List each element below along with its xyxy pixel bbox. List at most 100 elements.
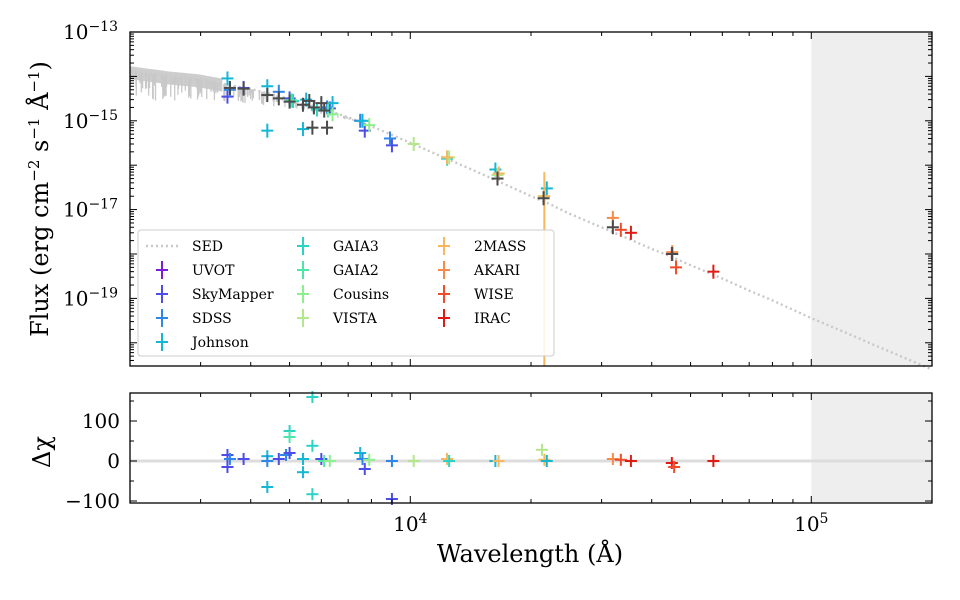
legend-label: GAIA2 (333, 263, 379, 279)
point-model (315, 96, 328, 111)
legend-label: Cousins (333, 287, 389, 303)
residual-point (283, 431, 296, 443)
tick-base: 10 (393, 512, 418, 536)
sed-uv-band (130, 66, 223, 92)
point-wise (614, 222, 627, 237)
legend-label: Johnson (190, 335, 249, 351)
residual-point (614, 453, 627, 466)
residual-point (306, 439, 319, 452)
residual-point (443, 455, 456, 467)
point-cousins (326, 107, 339, 122)
point-model (237, 81, 250, 96)
residual-point (306, 488, 319, 501)
residual-point (385, 455, 398, 467)
bottom-x-ticks: 104 105 (129, 393, 933, 536)
y-tick-label: 0 (107, 449, 120, 473)
legend-label: VISTA (332, 311, 378, 327)
legend-label: GAIA3 (333, 239, 379, 255)
legend-item-sdss: SDSS (156, 309, 232, 327)
point-model (272, 91, 285, 106)
point-cousins (363, 118, 376, 133)
residual-point (363, 453, 376, 466)
y-tick-label: −100 (65, 489, 120, 513)
residual-point (624, 455, 637, 467)
point-model (491, 171, 504, 186)
point-skymapper (221, 89, 234, 104)
tick-exponent: −17 (88, 197, 118, 213)
point-model (606, 220, 619, 235)
bottom-y-ticks: 100 0 −100 (65, 400, 932, 513)
residual-point (354, 447, 367, 459)
tick-exponent: −13 (88, 19, 118, 35)
legend-item-sed: SED (146, 239, 223, 255)
point-model (296, 97, 309, 112)
legend-box (137, 229, 555, 357)
bottom-shaded-region (811, 393, 932, 503)
legend-label: IRAC (474, 311, 511, 327)
legend-label: SED (192, 239, 223, 255)
tick-base: 10 (794, 512, 819, 536)
top-legend: SED UVOT SkyMapper SDSS Johnson GAIA3 GAIA2 Cou… (137, 229, 555, 357)
tick-base: 10 (63, 109, 88, 133)
legend-label: 2MASS (474, 239, 526, 255)
residual-point (315, 453, 328, 465)
tick-exponent: −19 (88, 285, 118, 301)
x-tick-label: 105 (794, 511, 828, 536)
residual-point (407, 455, 420, 467)
point-irac (707, 264, 720, 279)
legend-label: SkyMapper (192, 287, 274, 303)
residual-point (261, 481, 274, 493)
x-tick-label: 104 (393, 511, 427, 536)
y-tick-label: 10−17 (63, 197, 118, 222)
point-vista (407, 137, 420, 152)
point-sdss (383, 131, 396, 146)
point-johnson (221, 71, 234, 86)
legend-item-2mass: 2MASS (438, 237, 526, 255)
legend-item-vista: VISTA (297, 309, 378, 327)
legend-item-skymapper: SkyMapper (156, 285, 274, 303)
legend-label: UVOT (192, 263, 235, 279)
residual-point (441, 453, 454, 465)
point-model (261, 88, 274, 103)
legend-item-cousins: Cousins (297, 285, 389, 303)
point-wise (670, 260, 683, 275)
legend-item-johnson: Johnson (156, 333, 249, 351)
tick-exponent: 5 (820, 511, 829, 527)
residual-point (223, 453, 236, 465)
sed-dotted-line (129, 70, 933, 371)
legend-item-uvot: UVOT (156, 261, 235, 279)
top-x-ticks (129, 32, 933, 366)
residual-point (237, 453, 250, 465)
bottom-y-axis-label: Δχ (28, 436, 56, 468)
y-tick-label: 10−15 (63, 108, 118, 133)
point-irac (624, 225, 637, 240)
x-axis-label: Wavelength (Å) (437, 539, 623, 568)
point-johnson (356, 113, 369, 128)
top-shaded-region (811, 32, 932, 366)
point-2mass (441, 150, 454, 165)
residual-point (323, 455, 336, 467)
legend-item-wise: WISE (438, 285, 514, 303)
legend-item-gaia2: GAIA2 (297, 261, 379, 279)
residual-point (283, 447, 296, 459)
residual-points (221, 391, 720, 505)
legend-item-gaia3: GAIA3 (297, 237, 379, 255)
y-tick-label: 10−13 (63, 19, 118, 44)
sed-absorption-lines (130, 66, 366, 125)
top-y-axis-label: Flux (erg cm−2 s−1 Å−1) (25, 61, 54, 337)
legend-item-irac: IRAC (438, 309, 511, 327)
point-model (223, 80, 236, 95)
legend-item-akari: AKARI (438, 261, 520, 279)
point-johnson (261, 123, 274, 138)
tick-exponent: 4 (419, 511, 428, 527)
point-model (666, 246, 679, 261)
tick-base: 10 (63, 198, 88, 222)
y-tick-label: 10−19 (63, 285, 118, 310)
tick-base: 10 (63, 286, 88, 310)
residual-point (538, 453, 551, 466)
residual-point (540, 455, 553, 467)
point-model (307, 100, 320, 115)
point-johnson (296, 122, 309, 137)
